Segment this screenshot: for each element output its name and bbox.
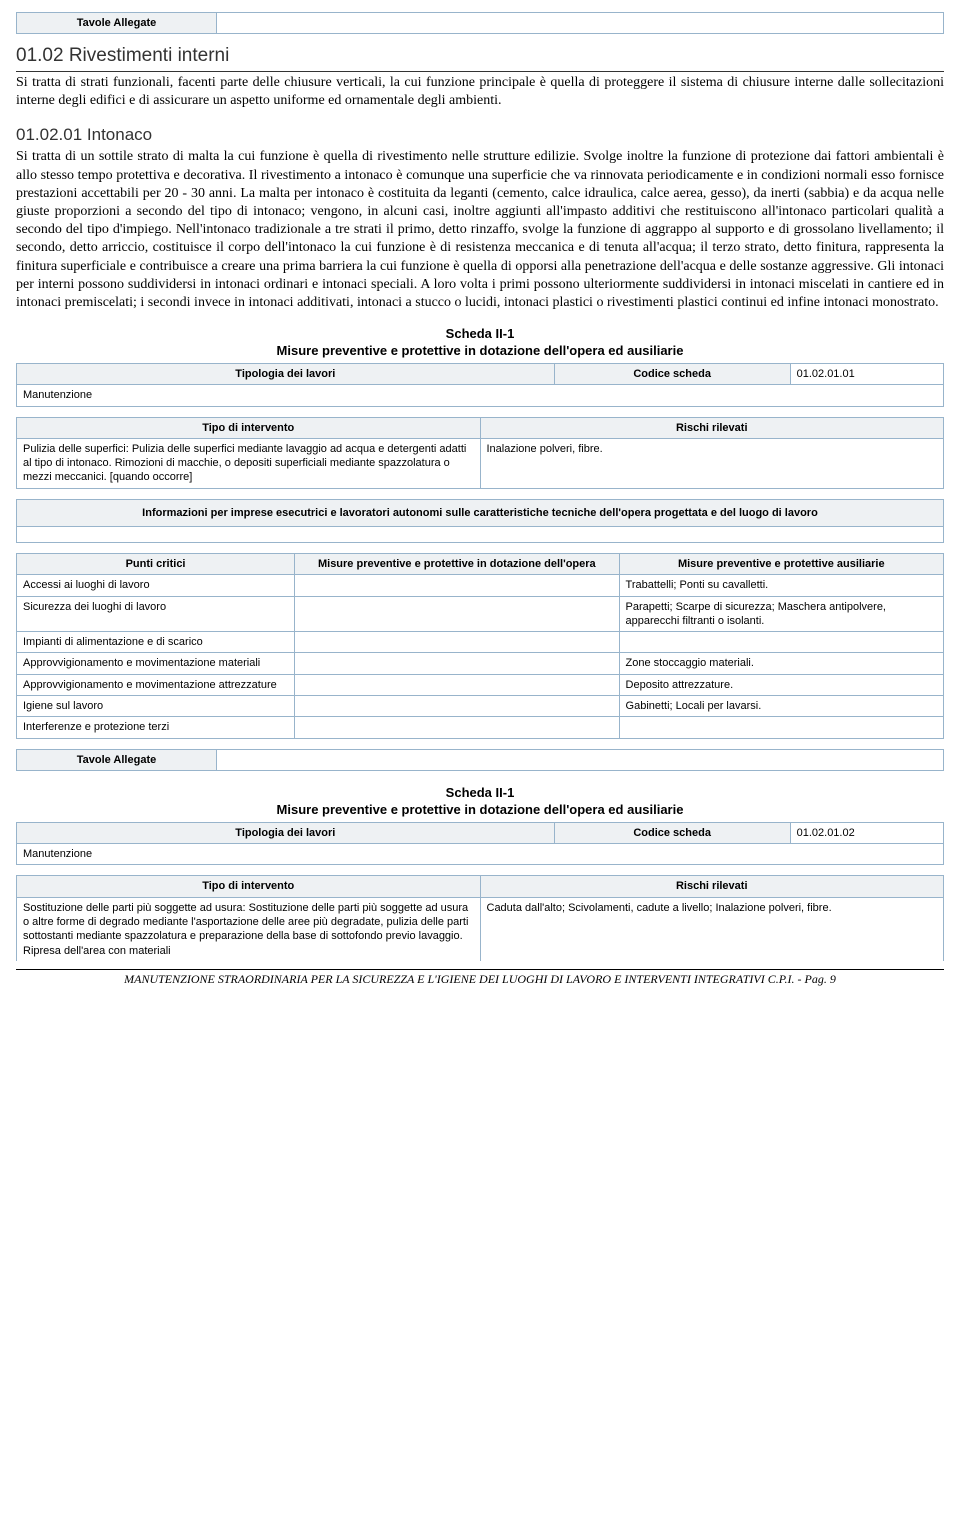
- punti-critici-header: Punti critici: [17, 554, 295, 575]
- rischi-text-1: Inalazione polveri, fibre.: [480, 438, 944, 488]
- intervento-text-2: Sostituzione delle parti più soggette ad…: [17, 897, 481, 961]
- tavole-allegate-empty: [217, 13, 944, 34]
- codice-scheda-header: Codice scheda: [554, 363, 790, 384]
- table-row: Igiene sul lavoroGabinetti; Locali per l…: [17, 696, 944, 717]
- info-header-1: Informazioni per imprese esecutrici e la…: [17, 499, 944, 526]
- info-body-1: [17, 527, 944, 543]
- intervento-table-1: Tipo di intervento Rischi rilevati Puliz…: [16, 417, 944, 489]
- rischi-header-1: Rischi rilevati: [480, 417, 944, 438]
- tavole-allegate-table-top: Tavole Allegate: [16, 12, 944, 34]
- misure-ausiliarie-header: Misure preventive e protettive ausiliari…: [619, 554, 943, 575]
- tavole-allegate-label-mid: Tavole Allegate: [17, 749, 217, 770]
- tipologia-header: Tipologia dei lavori: [17, 363, 555, 384]
- codice-scheda-header-2: Codice scheda: [554, 822, 790, 843]
- scheda-title-1: Scheda II-1: [16, 326, 944, 343]
- tipologia-table-2: Tipologia dei lavori Codice scheda 01.02…: [16, 822, 944, 866]
- section-01-02-text: Si tratta di strati funzionali, facenti …: [16, 74, 944, 110]
- info-box-1: Informazioni per imprese esecutrici e la…: [16, 499, 944, 543]
- codice-scheda-value-2: 01.02.01.02: [790, 822, 943, 843]
- tipo-intervento-header-1: Tipo di intervento: [17, 417, 481, 438]
- intervento-text-1: Pulizia delle superfici: Pulizia delle s…: [17, 438, 481, 488]
- tavole-allegate-label: Tavole Allegate: [17, 13, 217, 34]
- section-01-02-01-title: 01.02.01 Intonaco: [16, 124, 944, 146]
- scheda-subtitle-1: Misure preventive e protettive in dotazi…: [16, 343, 944, 360]
- tipologia-header-2: Tipologia dei lavori: [17, 822, 555, 843]
- tipo-intervento-header-2: Tipo di intervento: [17, 876, 481, 897]
- tipologia-table-1: Tipologia dei lavori Codice scheda 01.02…: [16, 363, 944, 407]
- rischi-text-2: Caduta dall'alto; Scivolamenti, cadute a…: [480, 897, 944, 961]
- tavole-allegate-table-mid: Tavole Allegate: [16, 749, 944, 771]
- punti-critici-table-1: Punti critici Misure preventive e protet…: [16, 553, 944, 739]
- codice-scheda-value-1: 01.02.01.01: [790, 363, 943, 384]
- table-row: Approvvigionamento e movimentazione attr…: [17, 674, 944, 695]
- table-row: Approvvigionamento e movimentazione mate…: [17, 653, 944, 674]
- table-row: Accessi ai luoghi di lavoroTrabattelli; …: [17, 575, 944, 596]
- tavole-allegate-empty-mid: [217, 749, 944, 770]
- scheda-title-2: Scheda II-1: [16, 785, 944, 802]
- table-row: Sicurezza dei luoghi di lavoroParapetti;…: [17, 596, 944, 632]
- scheda-subtitle-2: Misure preventive e protettive in dotazi…: [16, 802, 944, 819]
- page-footer: MANUTENZIONE STRAORDINARIA PER LA SICURE…: [16, 969, 944, 988]
- table-row: Impianti di alimentazione e di scarico: [17, 632, 944, 653]
- manutenzione-1: Manutenzione: [17, 385, 944, 406]
- rischi-header-2: Rischi rilevati: [480, 876, 944, 897]
- intervento-table-2: Tipo di intervento Rischi rilevati Sosti…: [16, 875, 944, 960]
- misure-dotazione-header: Misure preventive e protettive in dotazi…: [295, 554, 619, 575]
- manutenzione-2: Manutenzione: [17, 844, 944, 865]
- table-row: Interferenze e protezione terzi: [17, 717, 944, 738]
- section-01-02-title: 01.02 Rivestimenti interni: [16, 44, 944, 72]
- section-01-02-01-text: Si tratta di un sottile strato di malta …: [16, 148, 944, 312]
